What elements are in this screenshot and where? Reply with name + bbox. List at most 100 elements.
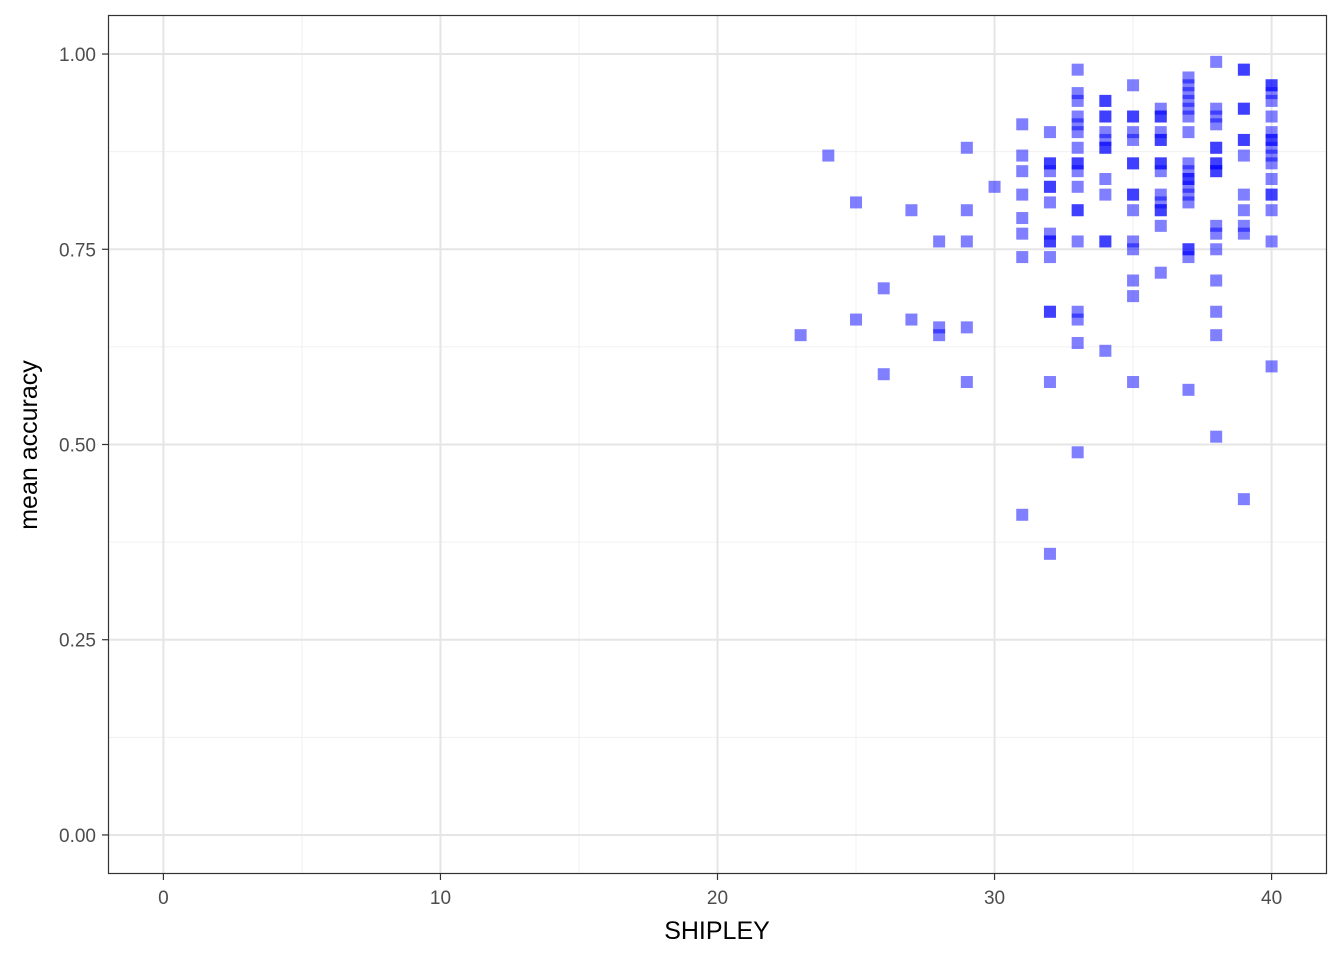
data-point bbox=[1265, 235, 1278, 248]
data-point bbox=[1127, 79, 1140, 92]
y-axis-title: mean accuracy bbox=[15, 360, 43, 530]
data-point bbox=[1071, 313, 1084, 326]
data-point bbox=[905, 313, 918, 326]
data-point bbox=[1043, 251, 1056, 264]
data-point bbox=[1154, 110, 1167, 123]
data-point bbox=[1016, 508, 1029, 521]
data-point bbox=[1237, 102, 1250, 115]
data-point bbox=[1071, 126, 1084, 139]
data-point bbox=[1016, 149, 1029, 162]
data-point bbox=[1071, 165, 1084, 178]
x-tick-label: 30 bbox=[984, 888, 1005, 909]
data-point bbox=[1182, 110, 1195, 123]
data-point bbox=[1210, 305, 1223, 318]
data-point bbox=[1043, 235, 1056, 248]
x-tick-label: 20 bbox=[707, 888, 728, 909]
data-point bbox=[1237, 188, 1250, 201]
data-point bbox=[1154, 165, 1167, 178]
major-gridlines bbox=[108, 15, 1327, 874]
data-point bbox=[1265, 110, 1278, 123]
data-point bbox=[1237, 133, 1250, 146]
data-point bbox=[960, 141, 973, 154]
data-point bbox=[1210, 165, 1223, 178]
data-point bbox=[877, 368, 890, 381]
data-point bbox=[1237, 227, 1250, 240]
data-point bbox=[1016, 188, 1029, 201]
data-point bbox=[1210, 118, 1223, 131]
data-point bbox=[1210, 274, 1223, 287]
data-point bbox=[877, 282, 890, 295]
x-axis-title: SHIPLEY bbox=[664, 917, 770, 945]
data-point bbox=[850, 313, 863, 326]
data-point bbox=[1182, 196, 1195, 209]
data-point bbox=[933, 235, 946, 248]
data-point bbox=[1099, 188, 1112, 201]
data-point bbox=[1237, 149, 1250, 162]
data-point bbox=[1265, 126, 1278, 139]
y-tick-label: 0.75 bbox=[59, 240, 96, 261]
data-point bbox=[1237, 63, 1250, 76]
plot-border bbox=[107, 14, 1328, 875]
data-point bbox=[1182, 383, 1195, 396]
data-point bbox=[1099, 344, 1112, 357]
data-point bbox=[1127, 188, 1140, 201]
y-tick-label: 0.50 bbox=[59, 436, 96, 457]
data-point bbox=[1016, 227, 1029, 240]
data-point bbox=[1127, 243, 1140, 256]
data-point bbox=[1210, 243, 1223, 256]
data-point bbox=[1043, 196, 1056, 209]
data-point bbox=[1016, 165, 1029, 178]
data-point bbox=[1099, 235, 1112, 248]
data-point bbox=[1182, 126, 1195, 139]
data-point bbox=[1043, 180, 1056, 193]
data-point bbox=[850, 196, 863, 209]
data-point bbox=[1099, 94, 1112, 107]
data-point bbox=[1016, 118, 1029, 131]
data-point bbox=[905, 204, 918, 217]
data-point bbox=[1099, 126, 1112, 139]
data-point bbox=[1071, 94, 1084, 107]
data-point bbox=[1265, 360, 1278, 373]
data-point bbox=[1043, 165, 1056, 178]
data-point bbox=[1265, 204, 1278, 217]
data-point bbox=[1210, 329, 1223, 342]
x-tick-label: 0 bbox=[158, 888, 169, 909]
data-point bbox=[1154, 204, 1167, 217]
data-point bbox=[1071, 63, 1084, 76]
data-point bbox=[1043, 376, 1056, 389]
data-point bbox=[822, 149, 835, 162]
data-point bbox=[1127, 290, 1140, 303]
data-point bbox=[1043, 547, 1056, 560]
data-point bbox=[1210, 430, 1223, 443]
y-tick-label: 1.00 bbox=[59, 45, 96, 66]
data-point bbox=[1043, 305, 1056, 318]
data-point bbox=[1071, 336, 1084, 349]
x-tick-label: 40 bbox=[1261, 888, 1282, 909]
data-point bbox=[1265, 172, 1278, 185]
data-point bbox=[1154, 266, 1167, 279]
data-point bbox=[1071, 446, 1084, 459]
y-tick-label: 0.00 bbox=[59, 826, 96, 847]
y-axis-ticks: 0.00 0.25 0.50 0.75 1.00 bbox=[59, 45, 108, 847]
data-point bbox=[1071, 235, 1084, 248]
data-point bbox=[933, 329, 946, 342]
x-tick-label: 10 bbox=[430, 888, 451, 909]
data-point bbox=[1016, 251, 1029, 264]
data-point bbox=[1099, 172, 1112, 185]
data-point bbox=[1154, 133, 1167, 146]
data-point bbox=[1265, 157, 1278, 170]
data-point bbox=[1127, 274, 1140, 287]
data-points bbox=[794, 55, 1278, 560]
y-tick-label: 0.25 bbox=[59, 631, 96, 652]
data-point bbox=[1265, 94, 1278, 107]
data-point bbox=[1099, 141, 1112, 154]
data-point bbox=[1071, 141, 1084, 154]
data-point bbox=[1210, 227, 1223, 240]
data-point bbox=[1127, 204, 1140, 217]
data-point bbox=[960, 204, 973, 217]
data-point bbox=[1071, 204, 1084, 217]
data-point bbox=[1210, 55, 1223, 68]
data-point bbox=[1127, 133, 1140, 146]
data-point bbox=[1182, 251, 1195, 264]
data-point bbox=[794, 329, 807, 342]
